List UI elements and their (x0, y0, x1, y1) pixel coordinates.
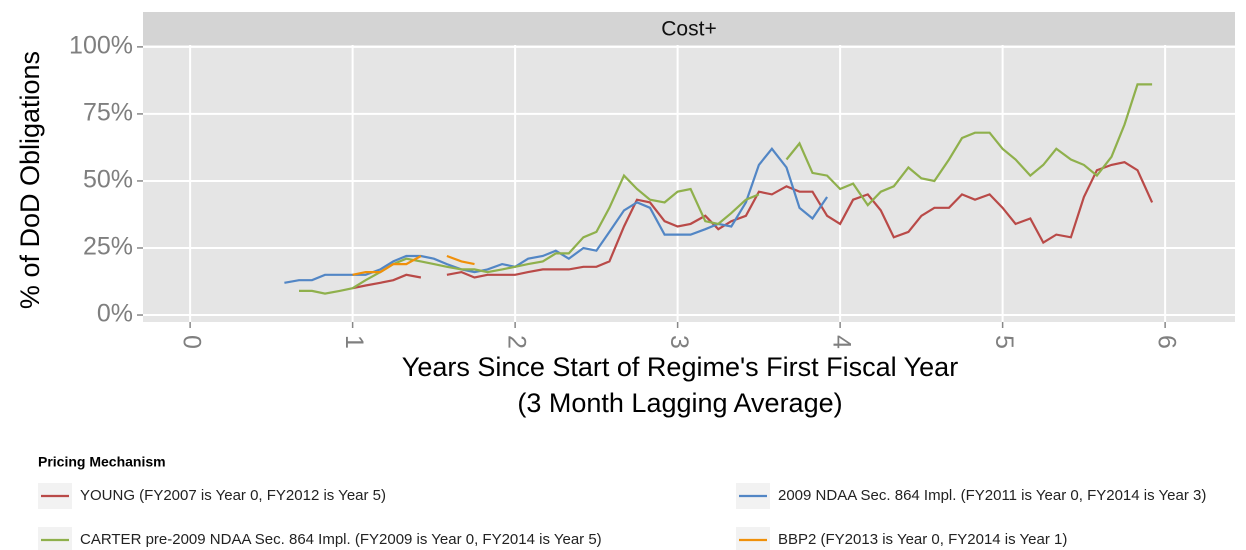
x-tick-label: 3 (665, 335, 693, 349)
series-line (352, 161, 1154, 290)
x-axis-subtitle: (3 Month Lagging Average) (517, 388, 842, 418)
x-axis-title: Years Since Start of Regime's First Fisc… (402, 352, 958, 382)
facet-title: Cost+ (661, 18, 716, 41)
y-tick-label: 50% (83, 166, 133, 194)
y-tick-label: 0% (97, 300, 133, 328)
y-tick-label: 25% (83, 233, 133, 261)
y-axis-title: % of DoD Obligations (15, 51, 45, 309)
x-tick-label: 5 (990, 335, 1018, 349)
x-tick-label: 2 (503, 335, 531, 349)
x-tick-label: 1 (340, 335, 368, 349)
series-line (352, 254, 475, 276)
legend-label: BBP2 (FY2013 is Year 0, FY2014 is Year 1… (778, 531, 1067, 548)
legend-key-bg (736, 527, 770, 550)
legend-label: CARTER pre-2009 NDAA Sec. 864 Impl. (FY2… (80, 531, 602, 548)
legend-key-bg (38, 527, 72, 550)
x-tick-label: 6 (1153, 335, 1181, 349)
x-tick-label: 4 (828, 335, 856, 349)
x-tick-label: 0 (178, 335, 206, 349)
y-tick-label: 100% (69, 31, 133, 59)
legend-title: Pricing Mechanism (38, 454, 166, 470)
facet-strip (143, 12, 1235, 45)
series-line (299, 83, 1153, 295)
legend-label: 2009 NDAA Sec. 864 Impl. (FY2011 is Year… (778, 487, 1206, 504)
legend-label: YOUNG (FY2007 is Year 0, FY2012 is Year … (80, 487, 386, 504)
y-tick-label: 75% (83, 99, 133, 127)
